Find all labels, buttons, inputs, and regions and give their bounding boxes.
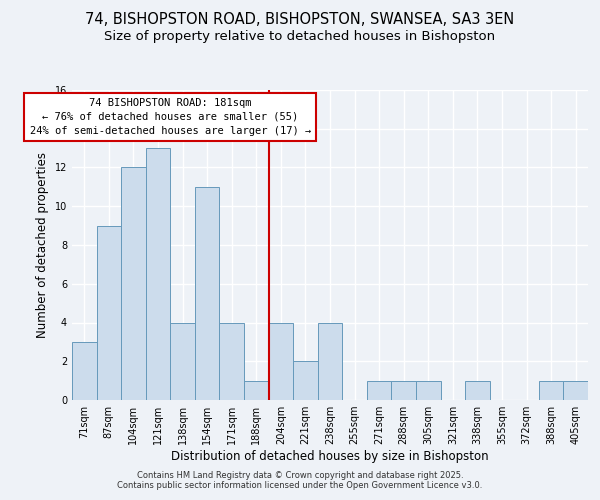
- Bar: [220, 322, 244, 400]
- Y-axis label: Number of detached properties: Number of detached properties: [36, 152, 49, 338]
- Bar: [72, 342, 97, 400]
- Bar: [318, 322, 342, 400]
- Bar: [195, 187, 220, 400]
- Bar: [121, 168, 146, 400]
- Bar: [269, 322, 293, 400]
- X-axis label: Distribution of detached houses by size in Bishopston: Distribution of detached houses by size …: [171, 450, 489, 463]
- Text: 74, BISHOPSTON ROAD, BISHOPSTON, SWANSEA, SA3 3EN: 74, BISHOPSTON ROAD, BISHOPSTON, SWANSEA…: [85, 12, 515, 28]
- Text: Size of property relative to detached houses in Bishopston: Size of property relative to detached ho…: [104, 30, 496, 43]
- Bar: [97, 226, 121, 400]
- Bar: [146, 148, 170, 400]
- Bar: [293, 361, 318, 400]
- Bar: [465, 380, 490, 400]
- Bar: [416, 380, 440, 400]
- Bar: [391, 380, 416, 400]
- Bar: [563, 380, 588, 400]
- Bar: [539, 380, 563, 400]
- Bar: [170, 322, 195, 400]
- Text: 74 BISHOPSTON ROAD: 181sqm
← 76% of detached houses are smaller (55)
24% of semi: 74 BISHOPSTON ROAD: 181sqm ← 76% of deta…: [29, 98, 311, 136]
- Bar: [244, 380, 269, 400]
- Bar: [367, 380, 391, 400]
- Text: Contains HM Land Registry data © Crown copyright and database right 2025.
Contai: Contains HM Land Registry data © Crown c…: [118, 470, 482, 490]
